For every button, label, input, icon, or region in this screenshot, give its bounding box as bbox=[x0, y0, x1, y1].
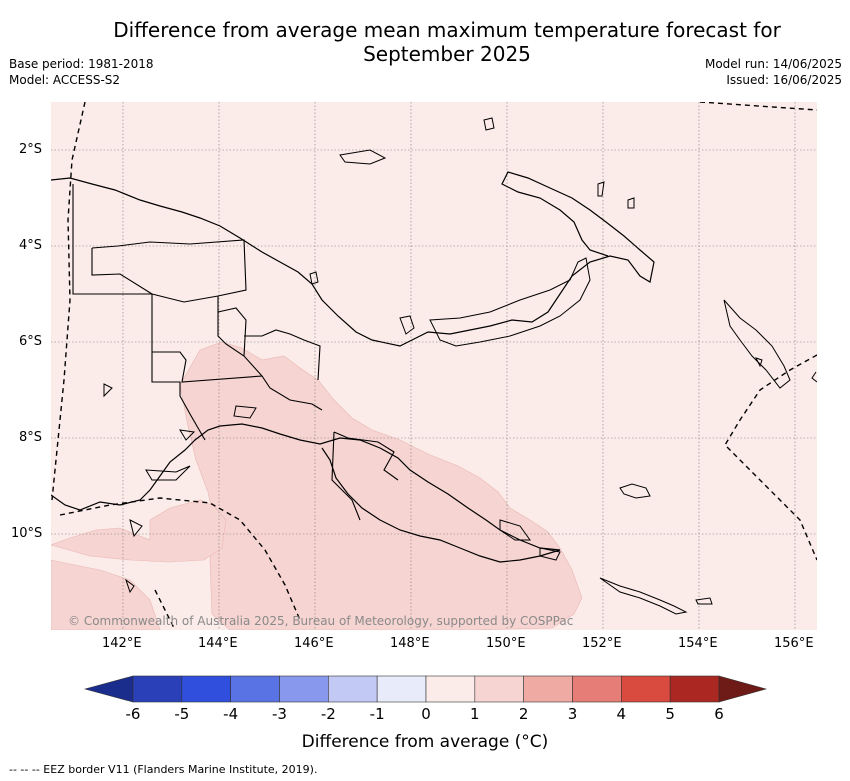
colorbar bbox=[83, 675, 768, 703]
colorbar-tick-label: 4 bbox=[616, 705, 627, 723]
colorbar-bin bbox=[328, 675, 378, 703]
eez-footnote: -- -- -- EEZ border V11 (Flanders Marine… bbox=[9, 763, 318, 776]
colorbar-bin bbox=[621, 675, 671, 703]
colorbar-tick-label: 0 bbox=[421, 705, 431, 723]
lon-label-144e: 144°E bbox=[198, 636, 238, 651]
lon-label-150e: 150°E bbox=[486, 636, 526, 651]
colorbar-tick-label: 2 bbox=[518, 705, 529, 723]
graticule bbox=[51, 102, 817, 630]
colorbar-tick-label: -2 bbox=[320, 705, 336, 723]
colorbar-tick-label: 6 bbox=[714, 705, 724, 723]
colorbar-bin bbox=[132, 675, 183, 703]
colorbar-extend-low bbox=[83, 675, 134, 703]
colorbar-bin bbox=[279, 675, 329, 703]
model-run-text: Model run: 14/06/2025 bbox=[704, 57, 842, 71]
lon-label-146e: 146°E bbox=[294, 636, 334, 651]
new-guinea-coastline bbox=[51, 171, 655, 347]
lon-label-154e: 154°E bbox=[678, 636, 718, 651]
colorbar-bin bbox=[669, 675, 720, 703]
colorbar-bin bbox=[181, 675, 231, 703]
base-model-info: Base period: 1981-2018 Model: ACCESS-S2 bbox=[9, 56, 154, 88]
colorbar-tick-label: -6 bbox=[125, 705, 141, 723]
colorbar-tick-label: 5 bbox=[665, 705, 675, 723]
colorbar-tick-label: 1 bbox=[470, 705, 480, 723]
map-title-line1: Difference from average mean maximum tem… bbox=[113, 18, 781, 42]
map-title: Difference from average mean maximum tem… bbox=[90, 18, 804, 66]
lat-label-8s: 8°S bbox=[19, 430, 43, 445]
colorbar-extend-high bbox=[718, 675, 768, 703]
lon-label-142e: 142°E bbox=[102, 636, 142, 651]
lon-label-148e: 148°E bbox=[390, 636, 430, 651]
copyright-notice: © Commonwealth of Australia 2025, Bureau… bbox=[68, 614, 574, 628]
lat-label-4s: 4°S bbox=[19, 238, 43, 253]
run-issue-info: Model run: 14/06/2025 Issued: 16/06/2025 bbox=[705, 56, 842, 88]
base-period-text: Base period: 1981-2018 bbox=[9, 57, 154, 71]
colorbar-bin bbox=[425, 675, 476, 703]
colorbar-tick-label: 3 bbox=[567, 705, 578, 723]
lon-label-156e: 156°E bbox=[774, 636, 814, 651]
colorbar-bin bbox=[523, 675, 573, 703]
province-borders bbox=[72, 184, 399, 521]
lat-label-10s: 10°S bbox=[11, 526, 43, 541]
lat-label-6s: 6°S bbox=[19, 334, 43, 349]
colorbar-bin bbox=[474, 675, 524, 703]
model-text: Model: ACCESS-S2 bbox=[9, 73, 121, 87]
eez-borders bbox=[51, 102, 817, 630]
colorbar-tick-label: -3 bbox=[272, 705, 287, 723]
issued-text: Issued: 16/06/2025 bbox=[726, 73, 842, 87]
colorbar-bin bbox=[572, 675, 622, 703]
lon-label-152e: 152°E bbox=[582, 636, 622, 651]
map-title-line2: September 2025 bbox=[363, 42, 531, 66]
islands bbox=[103, 117, 817, 615]
lat-label-2s: 2°S bbox=[19, 142, 43, 157]
colorbar-bin bbox=[376, 675, 427, 703]
colorbar-bin bbox=[230, 675, 280, 703]
colorbar-label: Difference from average (°C) bbox=[301, 732, 549, 752]
warm-anomaly-region bbox=[179, 341, 583, 630]
colorbar-tick-label: -5 bbox=[174, 705, 190, 723]
colorbar-tick-label: -4 bbox=[223, 705, 239, 723]
colorbar-tick-label: -1 bbox=[369, 705, 385, 723]
